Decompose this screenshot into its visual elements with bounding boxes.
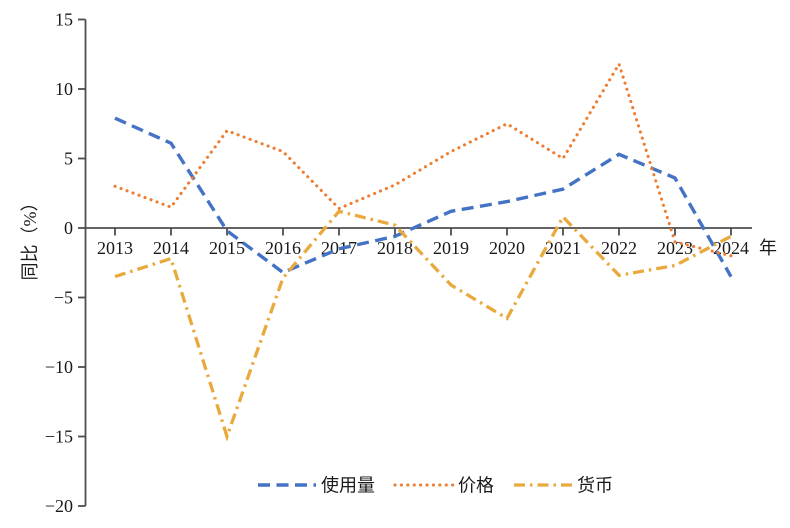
x-tick-label-2023: 2023 (657, 238, 693, 258)
y-tick-label: 5 (64, 149, 73, 169)
legend-label-1: 价格 (458, 476, 494, 496)
y-tick-label: −10 (45, 357, 73, 377)
y-tick-label: −15 (45, 427, 73, 447)
legend-label-0: 使用量 (321, 476, 375, 496)
legend: 使用量 价格 货币 (258, 476, 613, 496)
y-tick-label: −20 (45, 496, 73, 516)
x-tick-label-2013: 2013 (97, 238, 133, 258)
series-lines (113, 60, 733, 442)
y-axis-title: 同比（%） (20, 194, 40, 281)
x-tick-label-2014: 2014 (153, 238, 189, 258)
x-tick-label-2019: 2019 (433, 238, 469, 258)
y-tick-label: 15 (55, 10, 73, 30)
x-tick-label-2015: 2015 (209, 238, 245, 258)
x-axis-unit-label: 年 (759, 238, 777, 258)
legend-label-2: 货币 (577, 476, 613, 496)
series-line-2 (114, 209, 732, 442)
x-tick-label-2020: 2020 (489, 238, 525, 258)
x-tick-label-2016: 2016 (265, 238, 301, 258)
y-tick-label: −5 (54, 288, 73, 308)
x-tick-label-2024: 2024 (713, 238, 749, 258)
series-line-1 (113, 60, 733, 258)
y-tick-label: 0 (64, 218, 73, 238)
y-tick-label: 10 (55, 79, 73, 99)
x-tick-label-2021: 2021 (545, 238, 581, 258)
x-tick-label-2018: 2018 (377, 238, 413, 258)
x-tick-label-2022: 2022 (601, 238, 637, 258)
